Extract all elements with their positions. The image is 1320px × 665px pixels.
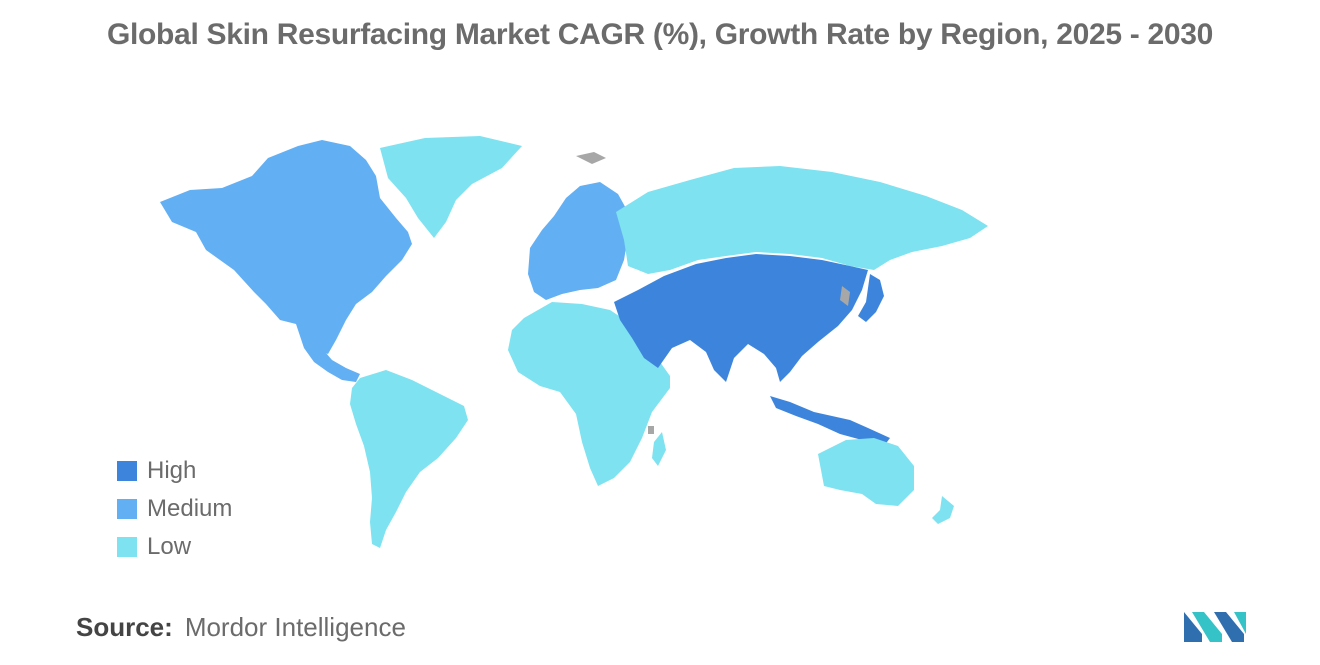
legend-item-medium: Medium: [117, 490, 232, 528]
source-label: Source:: [76, 612, 173, 642]
region-southeast-asia-islands: [770, 396, 890, 446]
region-greenland: [380, 136, 522, 238]
world-map: [160, 136, 988, 548]
legend-item-high: High: [117, 452, 232, 490]
chart-title: Global Skin Resurfacing Market CAGR (%),…: [106, 18, 1214, 51]
region-new-zealand: [932, 496, 954, 524]
region-asia-high: [614, 254, 868, 382]
region-russia: [616, 166, 988, 274]
region-europe: [528, 182, 628, 300]
region-north-america: [160, 140, 412, 354]
region-japan: [858, 274, 884, 322]
legend-label-low: Low: [147, 533, 192, 560]
region-central-america: [296, 324, 360, 382]
region-madagascar: [652, 432, 666, 466]
legend-swatch-low: [117, 537, 137, 557]
source-value: Mordor Intelligence: [184, 612, 406, 642]
region-africa: [508, 302, 670, 486]
region-australia: [818, 438, 914, 506]
legend-label-medium: Medium: [147, 495, 233, 522]
source-line: Source: Mordor Intelligence: [76, 612, 406, 643]
legend-swatch-high: [117, 461, 137, 481]
legend: High Medium Low: [117, 452, 232, 566]
region-no-data-islands: [648, 426, 654, 434]
legend-swatch-medium: [117, 499, 137, 519]
region-no-data-svalbard: [576, 152, 606, 164]
region-no-data-korea: [840, 286, 850, 306]
region-south-america: [350, 370, 468, 548]
mordor-intelligence-logo-icon: [1184, 612, 1246, 642]
legend-label-high: High: [147, 457, 197, 484]
legend-item-low: Low: [117, 528, 232, 566]
